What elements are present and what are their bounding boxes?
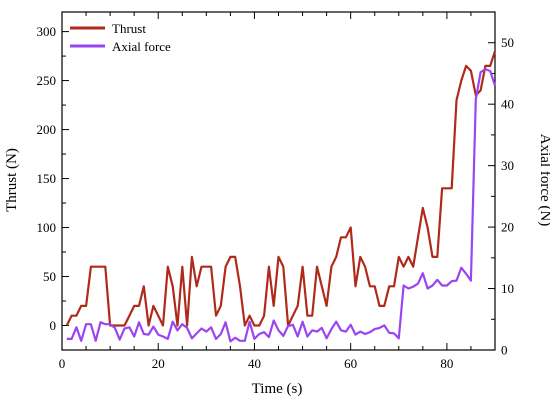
x-tick-label: 80 bbox=[440, 356, 453, 371]
right-tick-label: 20 bbox=[501, 220, 514, 235]
plot-frame bbox=[61, 11, 496, 351]
x-tick-label: 0 bbox=[59, 356, 66, 371]
left-tick-label: 200 bbox=[37, 122, 57, 137]
series-line-thrust bbox=[65, 50, 497, 327]
x-tick-label: 20 bbox=[152, 356, 165, 371]
left-y-axis-title: Thrust (N) bbox=[4, 148, 20, 212]
left-tick-label: 100 bbox=[37, 220, 57, 235]
series-layer bbox=[65, 50, 497, 343]
left-tick-label: 50 bbox=[43, 269, 56, 284]
x-tick-label: 40 bbox=[248, 356, 261, 371]
legend-label-thrust: Thrust bbox=[112, 21, 146, 36]
x-tick-label: 60 bbox=[344, 356, 357, 371]
legend: Thrust Axial force bbox=[70, 21, 171, 54]
left-tick-label: 0 bbox=[50, 318, 57, 333]
x-axis-title: Time (s) bbox=[252, 381, 303, 397]
x-axis-ticks: 0 20 40 60 80 bbox=[59, 12, 496, 371]
left-tick-label: 250 bbox=[37, 73, 57, 88]
right-y-axis-ticks: 0 10 20 30 40 50 bbox=[488, 11, 514, 358]
right-y-axis-title: Axial force (N) bbox=[537, 134, 550, 226]
right-tick-label: 50 bbox=[501, 35, 514, 50]
left-y-axis-ticks: 0 50 100 150 200 250 300 bbox=[37, 24, 69, 351]
right-tick-label: 10 bbox=[501, 281, 514, 296]
right-tick-label: 0 bbox=[501, 343, 508, 358]
right-tick-label: 40 bbox=[501, 97, 514, 112]
series-line-axial-force bbox=[66, 68, 497, 343]
legend-label-axial-force: Axial force bbox=[112, 39, 171, 54]
left-tick-label: 150 bbox=[37, 171, 57, 186]
right-tick-label: 30 bbox=[501, 158, 514, 173]
plot-border bbox=[61, 11, 496, 351]
left-tick-label: 300 bbox=[37, 24, 57, 39]
